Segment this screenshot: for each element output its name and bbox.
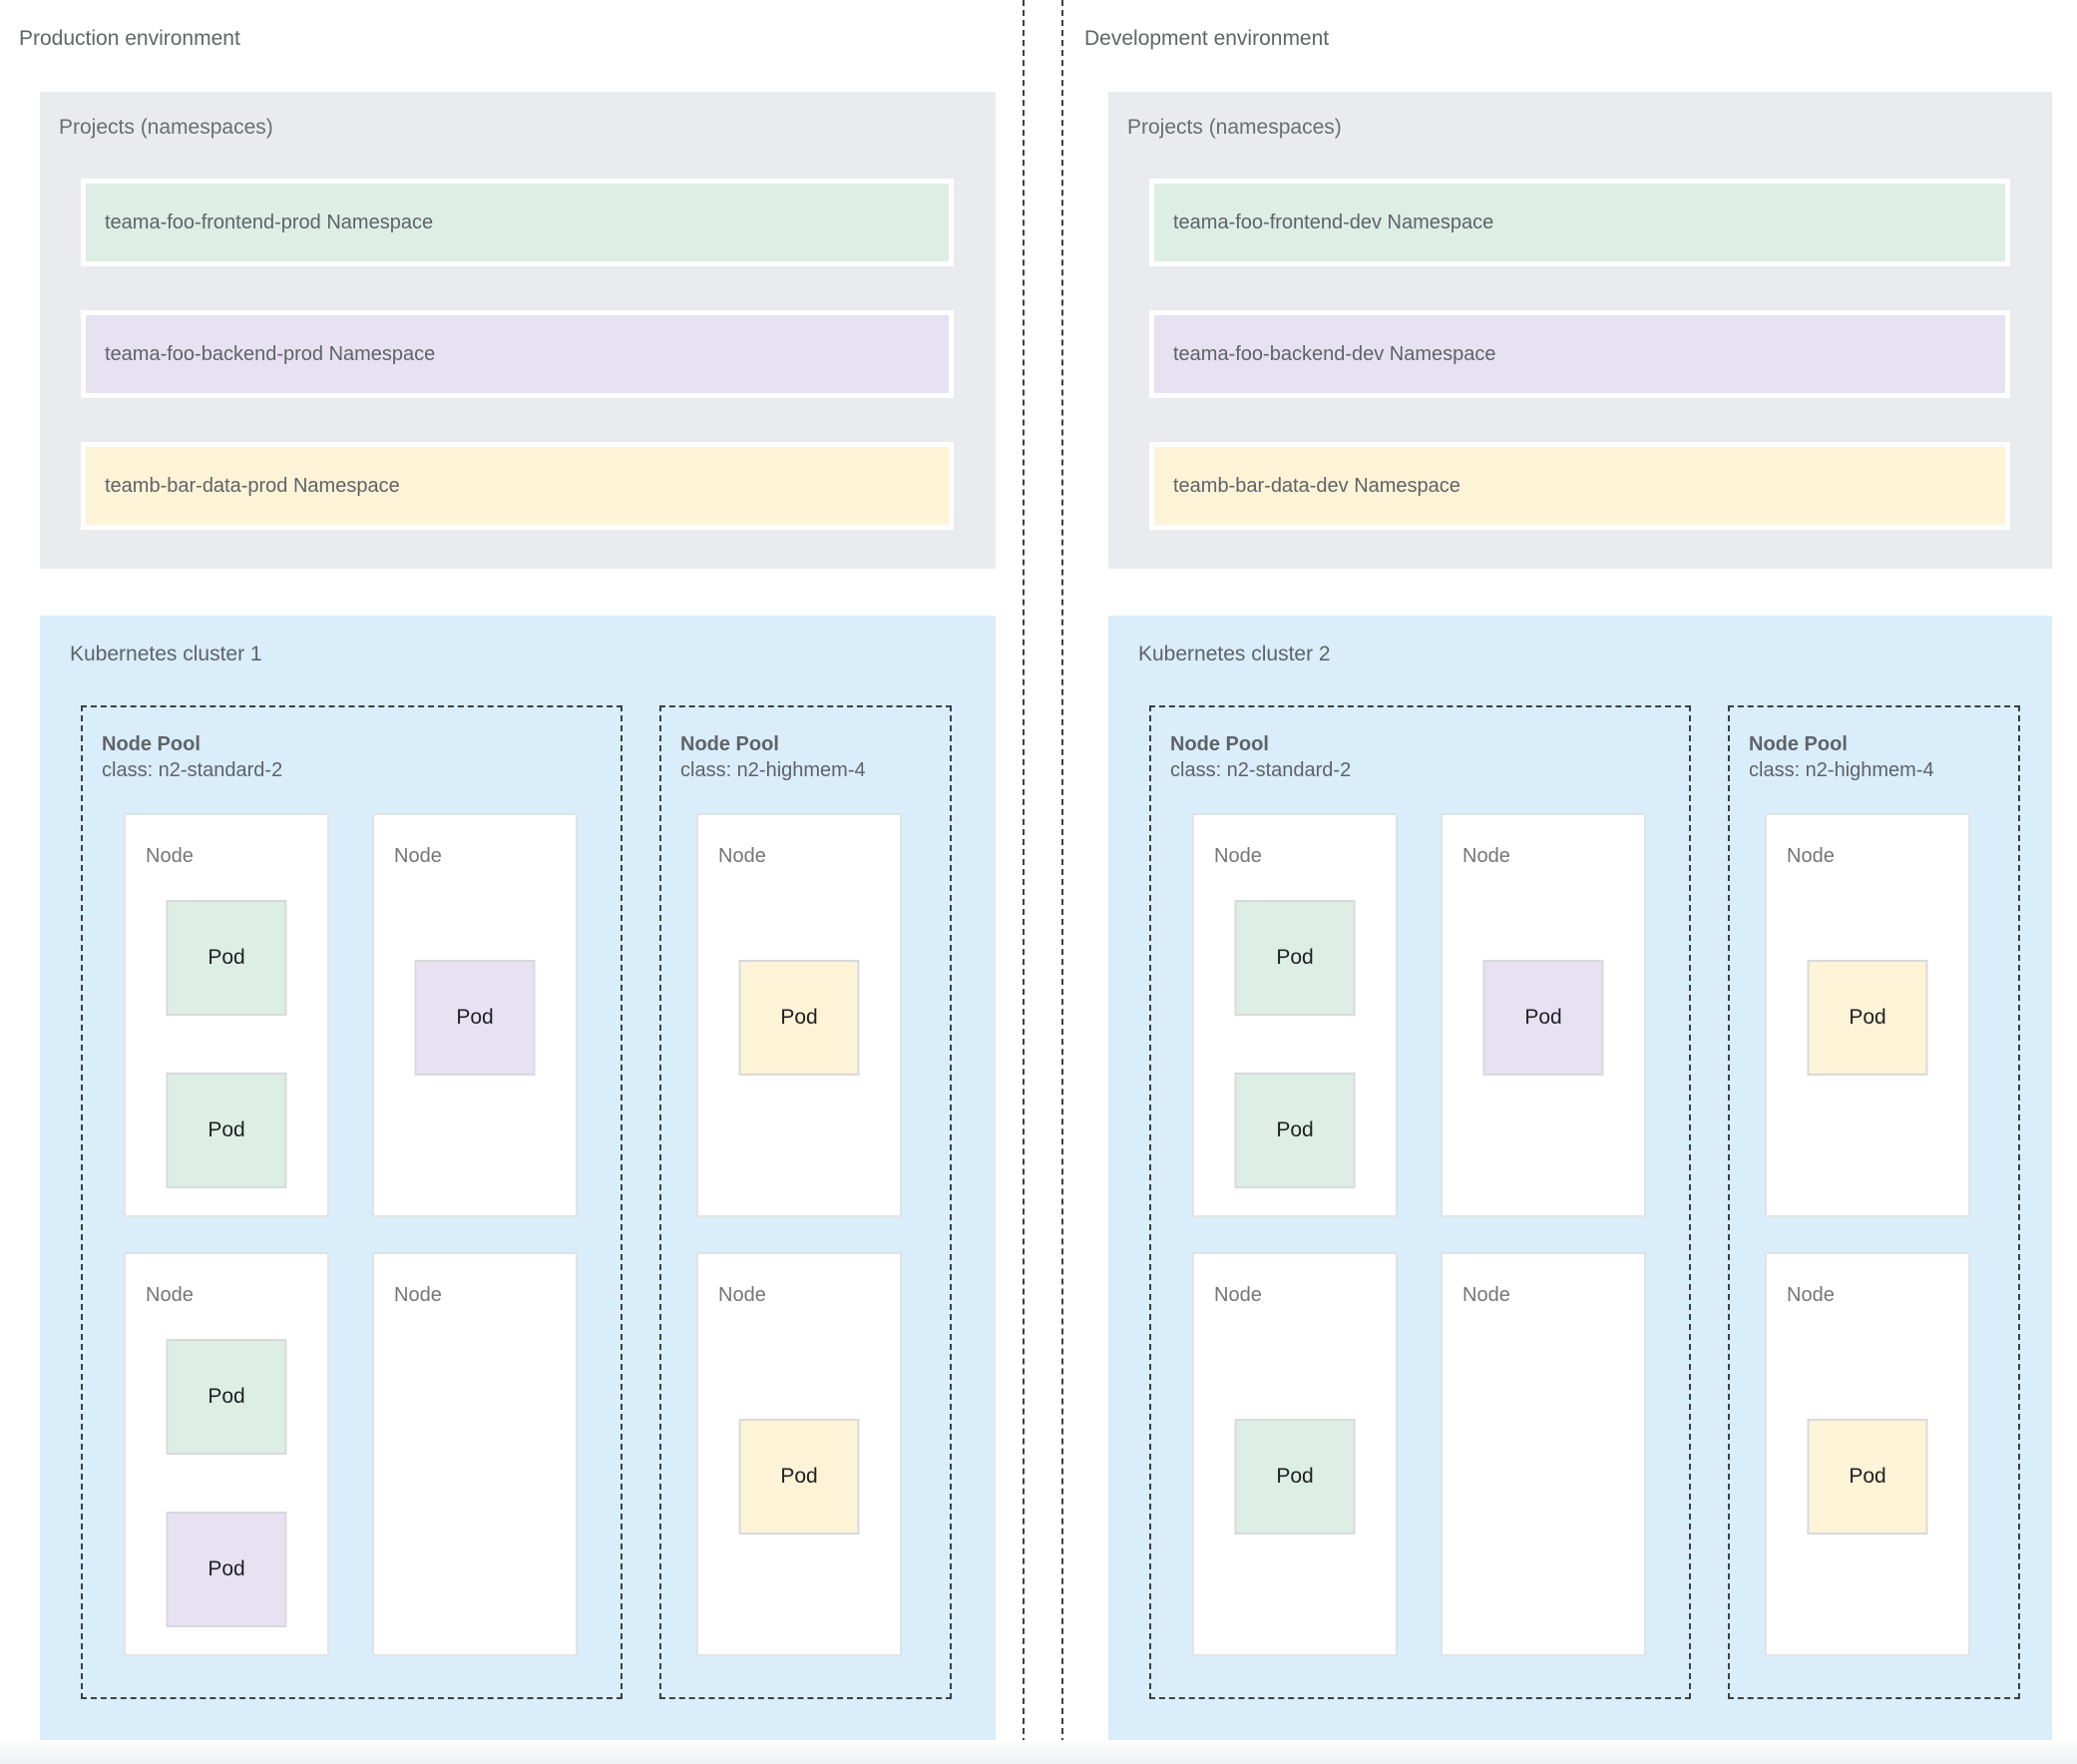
pod-label: Pod	[1849, 1465, 1886, 1488]
projects-title: Projects (namespaces)	[1127, 116, 1342, 139]
environment-title: Development environment	[1084, 27, 1330, 50]
node-pool: Node Pool class: n2-highmem-4 Node Pod N…	[1728, 705, 2020, 1699]
cluster-title: Kubernetes cluster 1	[70, 643, 262, 665]
node-pool-class: class: n2-highmem-4	[680, 759, 866, 781]
namespace-bar: teama-foo-backend-prod Namespace	[81, 310, 954, 398]
kubernetes-cluster-box: Kubernetes cluster 1 Node Pool class: n2…	[40, 616, 996, 1740]
node-label: Node	[1462, 845, 1510, 867]
namespace-label: teamb-bar-data-prod Namespace	[105, 474, 400, 497]
node-pool: Node Pool class: n2-standard-2 Node Pod …	[81, 705, 623, 1699]
node-box: Node Pod	[1441, 813, 1646, 1217]
node-box: Node Pod Pod	[124, 1252, 329, 1656]
environment-divider	[1023, 0, 1063, 1764]
pod-label: Pod	[1276, 1118, 1314, 1141]
node-pool-class: class: n2-standard-2	[102, 759, 283, 781]
environment-column: Development environment Projects (namesp…	[1065, 0, 2077, 1764]
pod-label: Pod	[1276, 1465, 1314, 1488]
namespace-label: teama-foo-backend-dev Namespace	[1173, 342, 1496, 365]
node-box: Node Pod	[1192, 1252, 1398, 1656]
node-box: Node Pod	[1765, 813, 1970, 1217]
node-label: Node	[1214, 1284, 1262, 1306]
pod-label: Pod	[208, 946, 245, 969]
node-label: Node	[394, 1284, 442, 1306]
node-pool-title: Node Pool	[680, 733, 779, 755]
namespace-bar: teamb-bar-data-prod Namespace	[81, 442, 954, 530]
node-box: Node	[372, 1252, 578, 1656]
page-bottom-edge	[0, 1740, 2077, 1764]
namespace-bar: teama-foo-frontend-prod Namespace	[81, 179, 954, 266]
node-box: Node Pod	[1765, 1252, 1970, 1656]
projects-title: Projects (namespaces)	[59, 116, 273, 139]
pod-label: Pod	[1276, 946, 1314, 969]
pod-box: Pod	[414, 960, 536, 1076]
node-label: Node	[394, 845, 442, 867]
namespace-label: teamb-bar-data-dev Namespace	[1173, 474, 1460, 497]
pod-box: Pod	[1807, 1419, 1928, 1535]
node-pool-class: class: n2-standard-2	[1170, 759, 1352, 781]
pod-label: Pod	[208, 1118, 245, 1141]
namespace-list: teama-foo-frontend-prod Namespace teama-…	[81, 179, 954, 530]
node-grid: Node Pod Pod Node Pod Node Pod Pod Node	[124, 813, 621, 1656]
node-pool-title: Node Pool	[1170, 733, 1269, 755]
pod-box: Pod	[1234, 1419, 1356, 1535]
pod-box: Pod	[1807, 960, 1928, 1076]
node-label: Node	[146, 845, 194, 867]
node-label: Node	[718, 1284, 766, 1306]
node-pool-title: Node Pool	[1749, 733, 1848, 755]
pod-label: Pod	[208, 1385, 245, 1408]
namespace-label: teama-foo-backend-prod Namespace	[105, 342, 436, 365]
node-pool-class: class: n2-highmem-4	[1749, 759, 1934, 781]
node-box: Node Pod	[696, 1252, 902, 1656]
namespace-list: teama-foo-frontend-dev Namespace teama-f…	[1149, 179, 2010, 530]
pod-box: Pod	[738, 1419, 860, 1535]
environment-title: Production environment	[19, 27, 240, 50]
namespace-bar: teama-foo-backend-dev Namespace	[1149, 310, 2010, 398]
pod-box: Pod	[166, 1512, 287, 1627]
node-label: Node	[146, 1284, 194, 1306]
node-grid: Node Pod Pod Node Pod Node Pod Node	[1192, 813, 1689, 1656]
cluster-title: Kubernetes cluster 2	[1138, 643, 1331, 665]
pod-label: Pod	[780, 1006, 818, 1029]
namespace-bar: teamb-bar-data-dev Namespace	[1149, 442, 2010, 530]
environment-column: Production environment Projects (namespa…	[0, 0, 1024, 1764]
pod-label: Pod	[1849, 1006, 1886, 1029]
pod-box: Pod	[1482, 960, 1604, 1076]
kubernetes-cluster-box: Kubernetes cluster 2 Node Pool class: n2…	[1108, 616, 2052, 1740]
node-box: Node Pod	[696, 813, 902, 1217]
namespace-label: teama-foo-frontend-prod Namespace	[105, 211, 434, 233]
pod-label: Pod	[780, 1465, 818, 1488]
node-grid: Node Pod Node Pod	[696, 813, 950, 1656]
node-label: Node	[1214, 845, 1262, 867]
node-pool-list: Node Pool class: n2-standard-2 Node Pod …	[1149, 705, 2052, 1699]
node-pool-title: Node Pool	[102, 733, 201, 755]
node-pool: Node Pool class: n2-highmem-4 Node Pod N…	[659, 705, 952, 1699]
pod-box: Pod	[1234, 1073, 1356, 1188]
pod-box: Pod	[1234, 900, 1356, 1016]
node-pool-list: Node Pool class: n2-standard-2 Node Pod …	[81, 705, 996, 1699]
node-box: Node Pod Pod	[124, 813, 329, 1217]
node-label: Node	[1787, 845, 1835, 867]
pod-label: Pod	[208, 1557, 245, 1580]
node-pool: Node Pool class: n2-standard-2 Node Pod …	[1149, 705, 1691, 1699]
node-label: Node	[1787, 1284, 1835, 1306]
pod-label: Pod	[456, 1006, 494, 1029]
pod-box: Pod	[166, 900, 287, 1016]
node-grid: Node Pod Node Pod	[1765, 813, 2018, 1656]
pod-box: Pod	[166, 1339, 287, 1455]
namespace-label: teama-foo-frontend-dev Namespace	[1173, 211, 1494, 233]
projects-box: Projects (namespaces) teama-foo-frontend…	[40, 92, 996, 569]
pod-label: Pod	[1524, 1006, 1562, 1029]
node-box: Node Pod Pod	[1192, 813, 1398, 1217]
pod-box: Pod	[738, 960, 860, 1076]
namespace-bar: teama-foo-frontend-dev Namespace	[1149, 179, 2010, 266]
pod-box: Pod	[166, 1073, 287, 1188]
node-box: Node Pod	[372, 813, 578, 1217]
projects-box: Projects (namespaces) teama-foo-frontend…	[1108, 92, 2052, 569]
node-label: Node	[718, 845, 766, 867]
node-label: Node	[1462, 1284, 1510, 1306]
node-box: Node	[1441, 1252, 1646, 1656]
